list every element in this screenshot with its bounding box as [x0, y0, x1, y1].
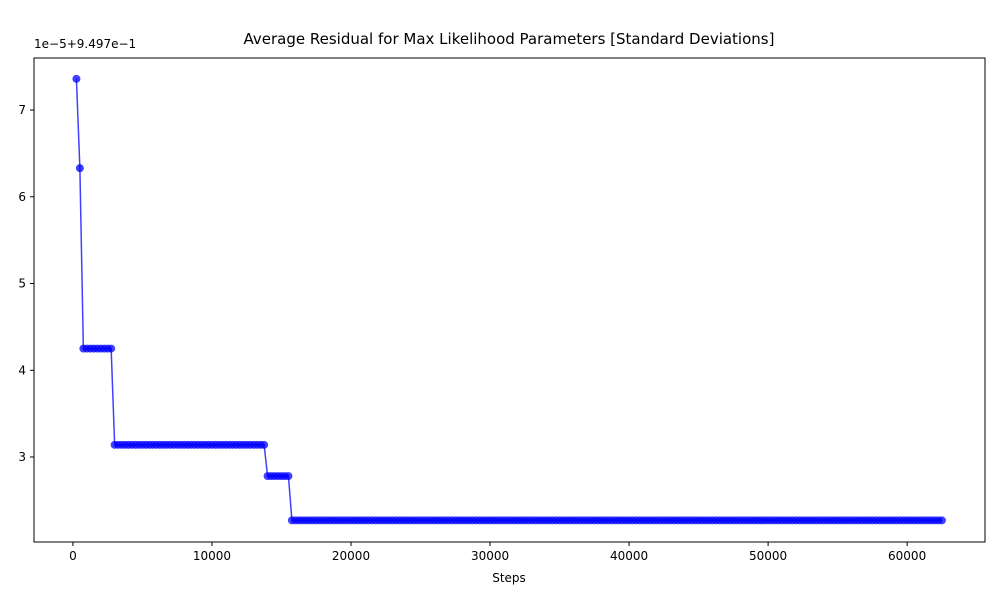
- x-tick-label: 0: [69, 549, 77, 563]
- plot-frame: [33, 57, 986, 543]
- data-point: [107, 344, 116, 353]
- data-point: [260, 440, 269, 449]
- x-axis-label: Steps: [492, 571, 526, 585]
- series-line: [75, 78, 942, 522]
- data-point: [72, 74, 81, 83]
- chart-title: Average Residual for Max Likelihood Para…: [244, 30, 775, 48]
- y-tick-label: 5: [18, 277, 26, 291]
- x-tick-label: 10000: [193, 549, 231, 563]
- data-point: [937, 516, 946, 525]
- data-point: [75, 164, 84, 173]
- data-point: [284, 472, 293, 481]
- y-tick-label: 3: [18, 450, 26, 464]
- x-tick-label: 20000: [332, 549, 370, 563]
- y-axis-offset-label: 1e−5+9.497e−1: [34, 37, 136, 51]
- y-tick-label: 6: [18, 190, 26, 204]
- x-tick-label: 60000: [888, 549, 926, 563]
- y-tick-label: 7: [18, 103, 26, 117]
- x-tick-label: 40000: [610, 549, 648, 563]
- axis-ticks: 0 10000 20000 30000 40000 50000 60000 3 4 5 6 7: [18, 103, 926, 563]
- data-series: [72, 74, 946, 525]
- x-tick-label: 30000: [471, 549, 509, 563]
- y-tick-label: 4: [18, 363, 26, 377]
- x-tick-label: 50000: [749, 549, 787, 563]
